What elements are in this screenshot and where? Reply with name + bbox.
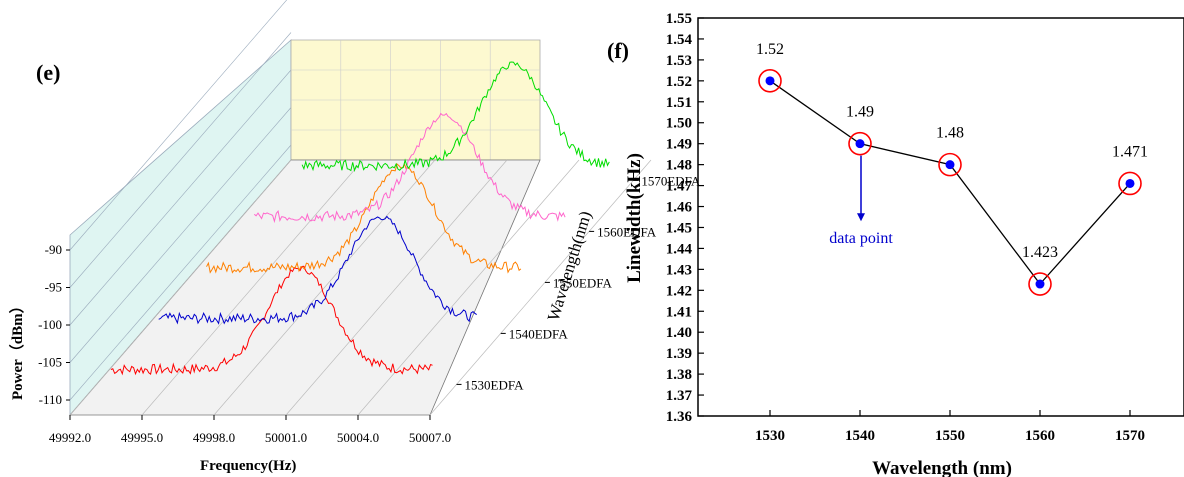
trace-1570EDFA — [301, 61, 610, 173]
y-axis-title: Power（dBm） — [8, 298, 26, 400]
x-tick-label: 49995.0 — [121, 430, 163, 445]
y-tick-label: 1.54 — [666, 32, 693, 48]
y-tick-label: -95 — [45, 280, 62, 295]
x-ticks: 1530 1540 1550 1560 1570 — [755, 410, 1145, 444]
wall-gridline — [69, 0, 288, 251]
y-tick-label: 1.51 — [666, 95, 692, 111]
z-tick-label: 1560EDFA — [597, 224, 657, 239]
data-label: 1.471 — [1112, 143, 1148, 160]
x-tick-label: 50004.0 — [337, 430, 379, 445]
x-tick-label: 1570 — [1115, 428, 1145, 444]
y-tick-label: 1.44 — [666, 241, 693, 257]
y-tick-label: 1.50 — [666, 116, 692, 132]
point-ring — [1118, 171, 1142, 196]
y-tick-label: 1.48 — [666, 158, 692, 174]
data-label: 1.48 — [936, 125, 964, 142]
z-axis-title: Wavelength(nm) — [544, 209, 595, 323]
floor-gridline — [69, 159, 292, 416]
floor-gridline — [285, 159, 508, 416]
data-points — [758, 69, 1142, 296]
data-point — [1125, 178, 1135, 188]
series-line — [769, 80, 1131, 286]
floor-gridline — [213, 159, 436, 416]
x-tick-label: 50007.0 — [409, 430, 451, 445]
data-point — [945, 160, 955, 170]
data-label: 1.52 — [756, 41, 784, 58]
data-point — [765, 76, 775, 86]
floor-gridline — [429, 159, 652, 416]
y-tick-label: 1.45 — [666, 220, 692, 236]
y-tick-label: 1.42 — [666, 283, 692, 299]
z-tick-label: 1570EDFA — [641, 173, 701, 188]
back-wall-grid — [291, 40, 540, 160]
x-tick-label: 1550 — [935, 428, 965, 444]
x-tick-label: 49998.0 — [193, 430, 235, 445]
y-ticks: -90 -95 -100 -105 -110 — [38, 242, 70, 407]
trace-1540EDFA — [158, 215, 477, 325]
plot-frame — [697, 17, 1184, 417]
y-tick-label: 1.52 — [666, 74, 692, 90]
y-tick-label: 1.47 — [666, 179, 693, 195]
y-tick-label: 1.55 — [666, 11, 692, 27]
trace-1550EDFA — [206, 162, 522, 274]
x-axis-title: Frequency(Hz) — [200, 458, 296, 474]
panel-e: (e) -90-95-100-105-110 49992.0 49995.0 499… — [8, 0, 701, 474]
y-tick-label: -100 — [38, 317, 62, 332]
y-tick-label: 1.49 — [666, 137, 692, 153]
data-point — [1035, 279, 1045, 289]
z-tick-label: 1540EDFA — [509, 326, 569, 341]
wavelength-ticks: 1530EDFA 1540EDFA 1550EDFA 1560EDFA 1570EDFA — [456, 173, 701, 392]
y-tick-label: 1.40 — [666, 325, 692, 341]
left-wall-grid — [69, 0, 292, 401]
floor-gridline — [141, 159, 364, 416]
x-axis-title: Wavelength (nm) — [872, 458, 1012, 477]
y-tick-label: 1.46 — [666, 200, 693, 216]
panel-label-f: (f) — [607, 38, 629, 63]
x-tick-label: 1540 — [845, 428, 875, 444]
annotation-arrowhead — [857, 213, 865, 222]
trace-1530EDFA — [110, 265, 433, 376]
point-ring — [848, 131, 872, 156]
x-tick-label: 1560 — [1025, 428, 1055, 444]
point-ring — [758, 69, 782, 93]
point-ring — [938, 152, 962, 177]
wall-gridline — [69, 69, 292, 326]
panel-f: (f) 1.36 1.37 1.38 1.39 1.40 1.41 1.42 1.43 1.44… — [607, 11, 1184, 477]
point-ring — [1028, 272, 1052, 296]
wall-gridline — [69, 144, 292, 401]
x-ticks: 49992.0 49995.0 49998.0 50001.0 50004.0 50007… — [49, 415, 451, 445]
y-tick-label: 1.43 — [666, 262, 692, 278]
y-tick-label: -90 — [45, 242, 62, 257]
data-label: 1.423 — [1022, 244, 1058, 261]
annotation-text: data point — [829, 230, 893, 247]
panel-label-e: (e) — [36, 60, 60, 85]
data-label: 1.49 — [846, 104, 874, 121]
x-tick-label: 1530 — [755, 428, 785, 444]
y-tick-label: 1.53 — [666, 53, 692, 69]
trace-1560EDFA — [253, 112, 566, 224]
z-tick-label: 1530EDFA — [465, 377, 525, 392]
x-tick-label: 50001.0 — [265, 430, 307, 445]
y-tick-label: -105 — [38, 355, 62, 370]
wall-gridline — [69, 107, 292, 363]
wall-gridline — [69, 32, 292, 288]
y-tick-label: 1.41 — [666, 304, 692, 320]
y-tick-label: 1.38 — [666, 367, 692, 383]
traces — [110, 61, 610, 376]
y-tick-label: 1.36 — [666, 409, 693, 425]
data-labels: 1.52 1.49 1.48 1.423 1.471 — [756, 41, 1148, 261]
y-tick-label: 1.37 — [666, 388, 693, 404]
y-axis-title: Linewidth(kHz) — [624, 153, 645, 283]
x-tick-label: 49992.0 — [49, 430, 91, 445]
y-tick-label: 1.39 — [666, 346, 692, 362]
data-point — [855, 139, 865, 149]
z-tick-label: 1550EDFA — [553, 275, 613, 290]
y-ticks: 1.36 1.37 1.38 1.39 1.40 1.41 1.42 1.43 1.44 1.45… — [666, 11, 704, 425]
y-tick-label: -110 — [39, 392, 62, 407]
